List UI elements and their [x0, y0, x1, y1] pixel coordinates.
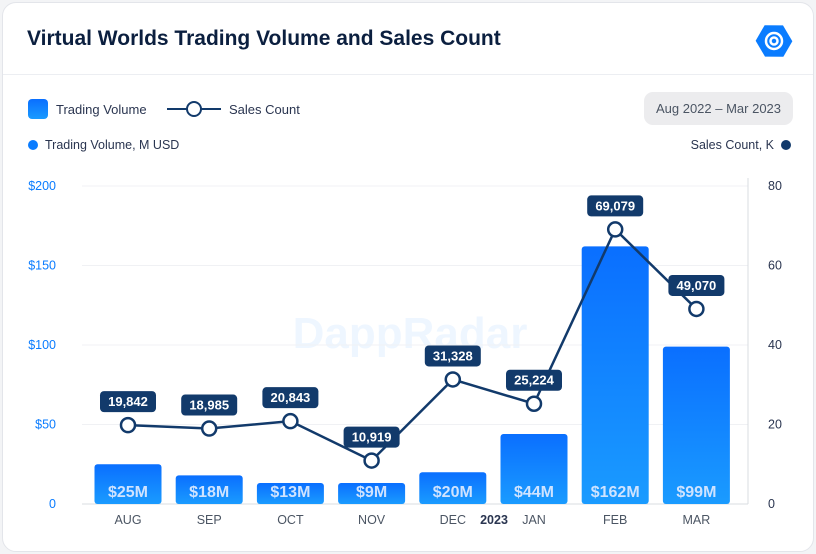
x-tick-label: FEB [603, 513, 627, 527]
watermark: DappRadar [293, 309, 528, 358]
bar-mar [662, 346, 730, 504]
x-tick-label: OCT [277, 513, 304, 527]
bar-value-label: $99M [676, 484, 716, 501]
left-axis-label: Trading Volume, M USD [28, 138, 179, 152]
legend-label: Trading Volume [56, 101, 147, 117]
sales-value-label: 10,919 [352, 430, 392, 445]
x-tick-label: AUG [114, 513, 141, 527]
left-tick-label: $100 [28, 338, 56, 352]
x-tick-label: NOV [358, 513, 386, 527]
right-axis-label: Sales Count, K [691, 138, 791, 152]
dot-icon [781, 140, 791, 150]
left-tick-label: $150 [28, 259, 56, 273]
right-tick-label: 40 [768, 338, 782, 352]
bar-value-label: $162M [591, 484, 640, 501]
right-tick-label: 80 [768, 179, 782, 193]
dot-icon [28, 140, 38, 150]
right-axis-title: Sales Count, K [690, 138, 774, 152]
bar-value-label: $44M [514, 484, 554, 501]
date-range-button[interactable]: Aug 2022 – Mar 2023 [644, 92, 793, 125]
bar-oct [256, 483, 324, 504]
bar-jan [500, 434, 568, 504]
sales-label-bg [262, 387, 319, 409]
right-tick-label: 20 [768, 418, 782, 432]
sales-value-label: 19,842 [108, 394, 148, 409]
sales-label-bg [506, 369, 562, 391]
year-marker: 2023 [480, 513, 508, 527]
x-tick-label: SEP [197, 513, 222, 527]
sales-label-bg [343, 426, 400, 448]
divider [3, 74, 813, 75]
legend-label: Sales Count [229, 101, 300, 117]
sales-point [444, 371, 462, 388]
legend-trading-volume[interactable]: Trading Volume [28, 99, 147, 119]
bar-dec [419, 472, 487, 504]
right-tick-label: 60 [768, 259, 782, 273]
sales-value-label: 69,079 [595, 198, 635, 213]
sales-label-bg [668, 274, 725, 296]
x-tick-label: MAR [683, 513, 711, 527]
sales-point [606, 221, 624, 238]
left-tick-label: $50 [35, 418, 56, 432]
bar-swatch-icon [28, 99, 48, 119]
sales-value-label: 20,843 [271, 390, 311, 405]
x-tick-label: DEC [440, 513, 466, 527]
sales-count-line [127, 227, 698, 463]
dappradar-logo-icon [755, 25, 793, 57]
sales-point [282, 412, 299, 430]
left-axis-title: Trading Volume, M USD [45, 138, 180, 152]
sales-label-bg [100, 391, 156, 413]
left-tick-label: $200 [28, 179, 56, 193]
bar-nov [338, 483, 406, 504]
sales-point [363, 452, 380, 469]
sales-label-bg [181, 394, 238, 416]
bar-value-label: $20M [433, 484, 473, 501]
sales-value-label: 18,985 [189, 398, 229, 413]
sales-point [688, 300, 705, 318]
sales-value-label: 49,070 [677, 278, 717, 293]
bar-feb [581, 246, 649, 505]
sales-point [200, 420, 218, 437]
left-tick-label: 0 [49, 497, 56, 511]
sales-value-label: 25,224 [514, 373, 555, 388]
bar-aug [94, 464, 162, 504]
right-tick-label: 0 [768, 497, 775, 511]
bar-value-label: $13M [270, 484, 310, 501]
x-tick-label: JAN [522, 513, 546, 527]
legend-sales-count[interactable]: Sales Count [167, 99, 300, 119]
sales-value-label: 31,328 [433, 348, 473, 363]
sales-point [119, 416, 137, 434]
bar-value-label: $25M [108, 484, 148, 501]
line-marker-icon [167, 101, 221, 117]
sales-label-bg [587, 195, 644, 217]
chart-title: Virtual Worlds Trading Volume and Sales … [27, 27, 501, 50]
sales-point [525, 395, 543, 412]
bar-sep [175, 475, 243, 504]
sales-label-bg [424, 345, 481, 367]
bar-value-label: $9M [356, 484, 387, 501]
bar-value-label: $18M [189, 484, 229, 501]
